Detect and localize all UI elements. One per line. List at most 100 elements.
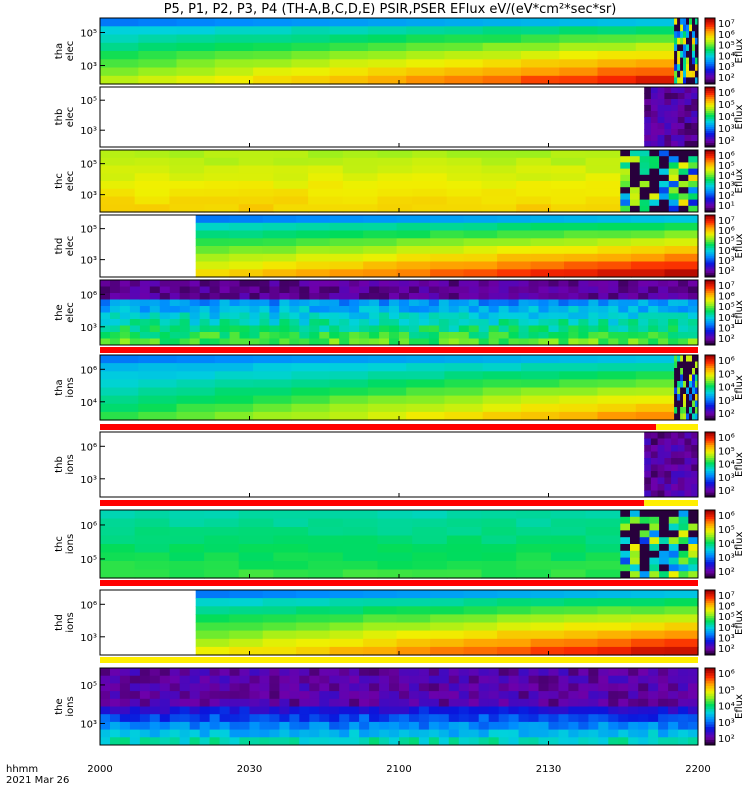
heatmap-cell bbox=[169, 157, 205, 167]
burst-cell bbox=[684, 111, 692, 118]
heatmap-cell bbox=[468, 706, 480, 715]
heatmap-cell bbox=[139, 729, 151, 738]
heatmap-cell bbox=[550, 552, 587, 562]
colorbar-segment bbox=[705, 87, 715, 90]
burst-cell bbox=[677, 361, 681, 369]
heatmap-cell bbox=[628, 338, 639, 346]
colorbar-segment bbox=[705, 688, 715, 692]
heatmap-cell bbox=[259, 299, 270, 307]
heatmap-cell bbox=[169, 527, 205, 537]
heatmap-cell bbox=[468, 698, 480, 707]
heatmap-cell bbox=[100, 518, 136, 528]
burst-cell bbox=[620, 571, 631, 579]
burst-cell bbox=[664, 117, 672, 124]
heatmap-cell bbox=[468, 675, 480, 684]
heatmap-cell bbox=[648, 714, 659, 723]
colorbar-segment bbox=[705, 53, 715, 56]
heatmap-cell bbox=[219, 325, 231, 333]
heatmap-cell bbox=[409, 299, 420, 307]
heatmap-cell bbox=[468, 721, 480, 731]
heatmap-cell bbox=[119, 729, 131, 738]
burst-cell bbox=[671, 458, 679, 465]
heatmap-cell bbox=[296, 630, 331, 640]
heatmap-cell bbox=[688, 312, 699, 320]
heatmap-cell bbox=[558, 306, 569, 313]
heatmap-cell bbox=[406, 42, 446, 52]
heatmap-cell bbox=[638, 286, 649, 294]
heatmap-cell bbox=[176, 379, 216, 389]
heatmap-cell bbox=[548, 683, 559, 692]
heatmap-cell bbox=[588, 675, 599, 684]
burst-cell bbox=[689, 355, 693, 362]
heatmap-cell bbox=[516, 150, 552, 159]
heatmap-cell bbox=[199, 312, 211, 320]
heatmap-cell bbox=[309, 737, 320, 746]
heatmap-cell bbox=[598, 299, 609, 307]
heatmap-cell bbox=[597, 246, 632, 255]
heatmap-cell bbox=[668, 280, 679, 287]
burst-cell bbox=[695, 374, 699, 382]
heatmap-cell bbox=[339, 280, 350, 287]
heatmap-cell bbox=[253, 395, 292, 405]
heatmap-cell bbox=[458, 325, 470, 333]
heatmap-cell bbox=[678, 714, 689, 723]
colorbar-segment bbox=[705, 133, 715, 136]
panel-label: tha bbox=[54, 43, 65, 59]
heatmap-cell bbox=[518, 668, 530, 677]
heatmap-cell bbox=[367, 371, 407, 380]
colorbar-tick-label: 10³ bbox=[718, 323, 735, 334]
colorbar-segment bbox=[705, 235, 715, 239]
colorbar-segment bbox=[705, 303, 715, 307]
colorbar-tick-label: 10⁵ bbox=[718, 236, 735, 247]
heatmap-cell bbox=[478, 668, 490, 677]
burst-cell bbox=[688, 530, 699, 538]
heatmap-cell bbox=[367, 355, 407, 364]
heatmap-cell bbox=[229, 614, 264, 624]
heatmap-cell bbox=[299, 706, 310, 715]
heatmap-cell bbox=[399, 319, 410, 326]
heatmap-cell bbox=[548, 706, 559, 715]
burst-cell bbox=[683, 400, 687, 408]
colorbar-segment bbox=[705, 325, 715, 329]
burst-cell bbox=[677, 458, 685, 465]
colorbar-segment bbox=[705, 145, 715, 148]
heatmap-cell bbox=[598, 286, 609, 294]
burst-cell bbox=[644, 123, 652, 130]
heatmap-cell bbox=[239, 683, 250, 692]
heatmap-cell bbox=[377, 518, 413, 528]
colorbar-segment bbox=[705, 70, 715, 74]
heatmap-cell bbox=[279, 737, 290, 746]
heatmap-cell bbox=[497, 622, 532, 632]
heatmap-cell bbox=[119, 280, 131, 287]
heatmap-cell bbox=[359, 675, 370, 684]
heatmap-cell bbox=[139, 737, 151, 746]
heatmap-cell bbox=[169, 173, 205, 182]
heatmap-cell bbox=[176, 18, 216, 27]
burst-cell bbox=[649, 187, 660, 194]
burst-cell bbox=[695, 77, 699, 85]
heatmap-cell bbox=[319, 698, 330, 707]
heatmap-cell bbox=[229, 721, 241, 731]
burst-cell bbox=[689, 394, 693, 401]
heatmap-cell bbox=[597, 51, 637, 60]
heatmap-cell bbox=[497, 590, 532, 599]
burst-cell bbox=[691, 117, 699, 124]
heatmap-cell bbox=[309, 721, 320, 731]
burst-cell bbox=[692, 18, 696, 26]
heatmap-cell bbox=[598, 706, 609, 715]
colorbar-tick-label: 10⁴ bbox=[718, 112, 735, 123]
burst-cell bbox=[644, 99, 652, 106]
heatmap-cell bbox=[139, 706, 151, 715]
heatmap-cell bbox=[488, 325, 500, 333]
heatmap-cell bbox=[598, 737, 609, 746]
heatmap-cell bbox=[448, 306, 460, 313]
burst-cell bbox=[649, 550, 660, 559]
heatmap-cell bbox=[498, 325, 510, 333]
heatmap-cell bbox=[349, 668, 360, 677]
burst-cell bbox=[677, 451, 685, 459]
heatmap-cell bbox=[100, 157, 136, 167]
heatmap-cell bbox=[399, 714, 410, 723]
heatmap-cell bbox=[628, 698, 639, 707]
heatmap-cell bbox=[308, 165, 344, 174]
heatmap-cell bbox=[309, 698, 320, 707]
